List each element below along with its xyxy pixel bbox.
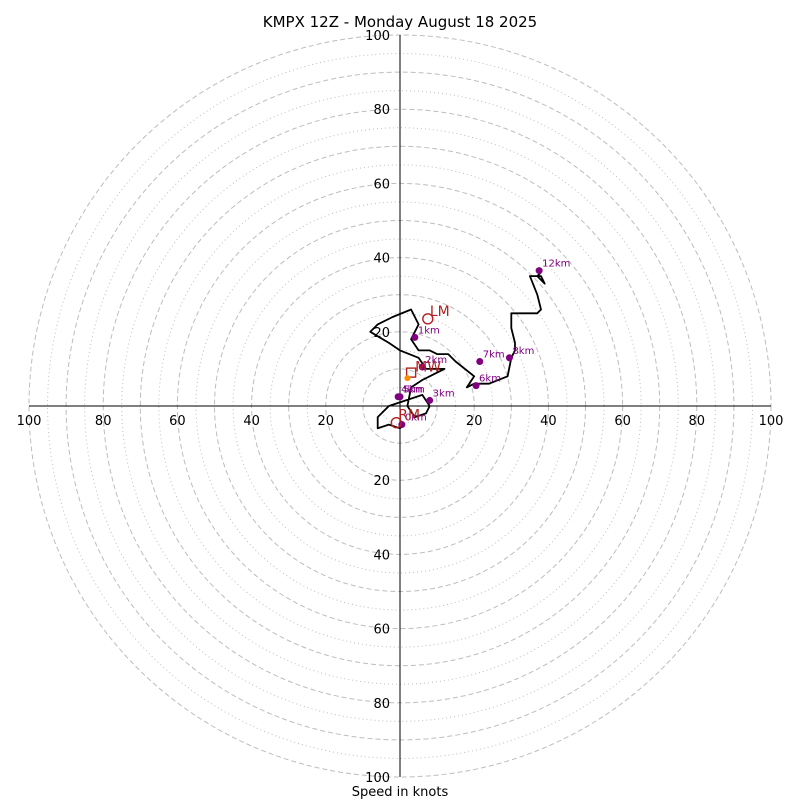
ring-tick-label: 20	[318, 414, 335, 429]
ring-tick-label: 60	[373, 177, 390, 192]
ring-tick-label: 60	[614, 414, 631, 429]
ring-tick-label: 80	[689, 414, 706, 429]
storm-motion-label: LM	[430, 304, 450, 320]
mean-wind-label: MW	[415, 360, 441, 376]
ring-tick-label: 40	[540, 414, 557, 429]
height-label: 0km	[405, 413, 427, 424]
mean-wind-marker	[405, 367, 417, 378]
height-label: 6km	[479, 374, 501, 385]
height-label: 12km	[542, 259, 570, 270]
ring-tick-label: 40	[373, 548, 390, 563]
ring-tick-label: 80	[373, 697, 390, 712]
ring-tick-label: 60	[169, 414, 186, 429]
ring-tick-label: 100	[759, 414, 784, 429]
height-marker	[426, 396, 434, 404]
height-label: 2km	[425, 355, 447, 366]
ring-tick-label: 100	[17, 414, 42, 429]
ring-tick-label: 80	[95, 414, 112, 429]
height-marker	[472, 382, 480, 390]
ring-tick-label: 80	[373, 103, 390, 118]
ring-tick-label: 100	[365, 771, 390, 786]
hodograph-trace	[369, 271, 546, 430]
height-label: 8km	[512, 346, 534, 357]
ring-tick-label: 20	[466, 414, 483, 429]
ring-tick-label: 40	[373, 252, 390, 267]
ring-tick-label: 40	[243, 414, 260, 429]
axis-tick-labels: 2020202040404040606060608080808010010010…	[17, 29, 784, 786]
ring-tick-label: 100	[365, 29, 390, 44]
storm-motion-markers: RM LM MW	[390, 304, 450, 429]
axes	[29, 35, 771, 777]
x-axis-label: Speed in knots	[352, 785, 449, 800]
height-marker	[418, 363, 426, 371]
shear-vector-marker	[404, 375, 411, 382]
storm-motion-marker	[390, 416, 402, 429]
storm-motion-marker	[422, 313, 434, 325]
hodograph-trace-layer	[369, 271, 546, 430]
height-marker	[535, 267, 543, 275]
height-label: 1km	[418, 325, 440, 336]
height-label: 5km	[403, 385, 425, 396]
height-marker	[505, 354, 513, 362]
height-marker	[476, 357, 484, 365]
height-label: 3km	[433, 388, 455, 399]
height-label: 4km	[401, 385, 423, 396]
chart-title: KMPX 12Z - Monday August 18 2025	[263, 13, 537, 31]
height-marker	[411, 333, 419, 341]
ring-tick-label: 20	[373, 474, 390, 489]
ring-tick-label: 60	[373, 623, 390, 638]
height-label: 7km	[483, 349, 505, 360]
storm-motion-label: RM	[398, 408, 420, 424]
height-marker	[396, 393, 404, 401]
